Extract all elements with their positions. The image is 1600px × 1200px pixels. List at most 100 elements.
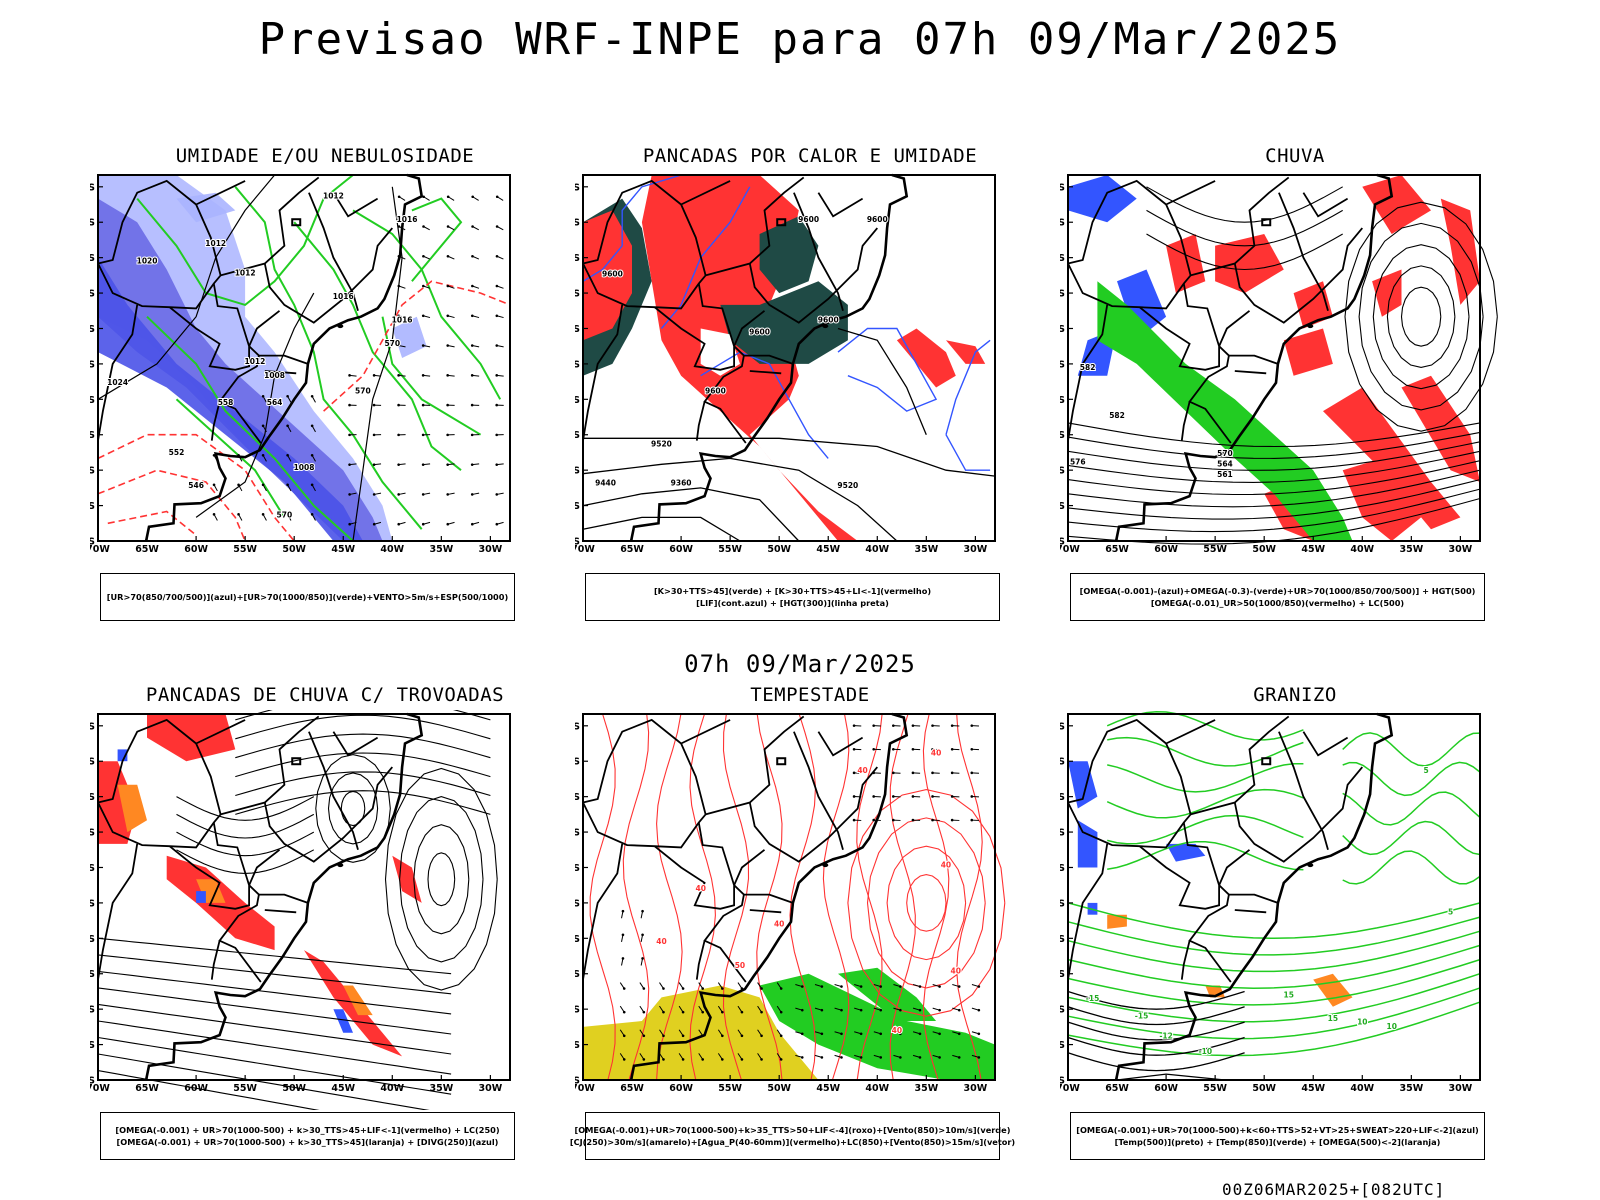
- lat-tick-label: 30S: [90, 395, 95, 406]
- water-contour-red: [822, 713, 850, 1081]
- lat-tick-label: 30S: [1060, 395, 1065, 406]
- coastline-borders: [582, 712, 909, 1081]
- lat-tick-label: 30S: [575, 934, 580, 945]
- thunderstorm-region-red: [166, 855, 275, 951]
- rain-region-red: [1372, 269, 1402, 317]
- lat-tick-label: 24S: [575, 863, 580, 874]
- hgt-500-contour: [1067, 450, 1481, 483]
- lat-tick-label: 21S: [90, 828, 95, 839]
- temp500-contour: [1067, 990, 1245, 1010]
- legend-box: [K>30+TTS>45](verde) + [K>30+TTS>45+LI<-…: [585, 573, 1000, 621]
- wind-arrowhead: [470, 463, 474, 466]
- temp500-contour: [1067, 1052, 1245, 1072]
- wind-arrowhead: [931, 818, 934, 822]
- model-run-footer: 00Z06MAR2025+[082UTC]: [1222, 1180, 1446, 1199]
- temp850-contour: [1106, 788, 1304, 819]
- wind-arrowhead: [348, 463, 351, 466]
- wind-arrowhead: [446, 403, 449, 407]
- wind-arrowhead: [641, 933, 644, 937]
- wind-arrowhead: [740, 1010, 744, 1014]
- country-border: [582, 843, 624, 980]
- country-border: [1233, 766, 1363, 863]
- wind-arrowhead: [931, 771, 934, 775]
- hgt-500-contour: [1146, 209, 1343, 247]
- wind-arrowhead: [422, 254, 425, 258]
- lake-marker: [776, 218, 787, 227]
- lat-tick-label: 27S: [90, 898, 95, 909]
- wind-arrowhead: [621, 933, 625, 937]
- map-umidade: 1012 1012 1012 1016 1016 1016 1020 1024 1012 1008…: [90, 173, 511, 555]
- wind-arrowhead: [495, 522, 499, 526]
- island: [337, 324, 344, 329]
- lon-tick-label: 55W: [718, 1083, 742, 1094]
- lat-tick-label: 12S: [1060, 182, 1065, 193]
- water-contour-red: [922, 713, 950, 1081]
- lat-tick-label: 15S: [575, 757, 580, 768]
- heat-region-red: [641, 175, 858, 541]
- country-border: [97, 179, 222, 310]
- hail-region-orange: [1313, 973, 1353, 1007]
- wind-arrowhead: [372, 403, 376, 407]
- wind-arrowhead: [681, 1058, 685, 1061]
- lat-tick-label: 30S: [90, 934, 95, 945]
- wind-arrowhead: [662, 1058, 665, 1061]
- island: [337, 863, 344, 868]
- wind-arrowhead: [662, 1034, 665, 1038]
- wind-arrowhead: [852, 818, 856, 822]
- panel-title: GRANIZO: [1253, 684, 1337, 706]
- contour-label: 1008: [264, 371, 285, 380]
- wind-arrowhead: [800, 1056, 804, 1059]
- wind-arrowhead: [662, 987, 665, 990]
- country-border: [210, 940, 221, 980]
- contour-label: 40: [951, 967, 961, 976]
- lat-tick-label: 30S: [1060, 934, 1065, 945]
- wind-arrowhead: [397, 493, 400, 496]
- wind-arrowhead: [681, 987, 685, 990]
- wind-arrowhead: [892, 795, 895, 798]
- thunderstorm-region-orange: [343, 985, 373, 1016]
- lat-tick-label: 36S: [1060, 466, 1065, 477]
- humidity-contour-green: [146, 315, 354, 542]
- temp850-contour: [1342, 850, 1481, 885]
- lat-tick-label: 24S: [575, 324, 580, 335]
- lake-marker: [776, 757, 787, 766]
- contour-label: 552: [169, 448, 185, 457]
- water-contour-red: [689, 713, 716, 1081]
- wind-arrowhead: [840, 1032, 843, 1036]
- wind-region-green: [838, 967, 937, 1021]
- country-border: [743, 893, 794, 904]
- lat-tick-label: 42S: [575, 1076, 580, 1087]
- lat-tick-label: 36S: [90, 1005, 95, 1016]
- wind-arrowhead: [446, 314, 450, 318]
- coastline: [1114, 173, 1394, 542]
- country-border: [748, 227, 878, 324]
- country-border: [248, 849, 281, 886]
- wind-arrowhead: [800, 1008, 804, 1012]
- lon-tick-label: 35W: [1399, 544, 1423, 555]
- contour-label: 5: [1423, 766, 1428, 775]
- wind-arrowhead: [740, 1058, 744, 1061]
- wind-arrowhead: [470, 374, 474, 377]
- wind-arrowhead: [348, 433, 351, 437]
- wind-arrowhead: [397, 284, 401, 288]
- wind-arrowhead: [701, 987, 705, 990]
- wind-arrowhead: [348, 403, 351, 407]
- wind-arrowhead: [872, 747, 875, 751]
- country-border: [654, 822, 735, 910]
- lon-tick-label: 65W: [620, 544, 644, 555]
- contour-label: 15: [1283, 990, 1293, 999]
- temp850-contour: [1067, 987, 1481, 1040]
- lon-tick-label: 55W: [233, 1083, 257, 1094]
- water-contour-red: [889, 713, 916, 1081]
- humidity-contour-green: [293, 221, 462, 471]
- wind-arrowhead: [422, 225, 425, 228]
- rain-region-red: [1283, 328, 1333, 376]
- country-border: [308, 192, 359, 312]
- lat-tick-label: 21S: [1060, 828, 1065, 839]
- wind-arrowhead: [760, 987, 763, 990]
- wind-arrowhead: [642, 1010, 646, 1014]
- lat-tick-label: 18S: [90, 792, 95, 803]
- wind-arrowhead: [899, 1008, 902, 1012]
- lon-tick-label: 45W: [331, 1083, 355, 1094]
- lon-tick-label: 55W: [1203, 544, 1227, 555]
